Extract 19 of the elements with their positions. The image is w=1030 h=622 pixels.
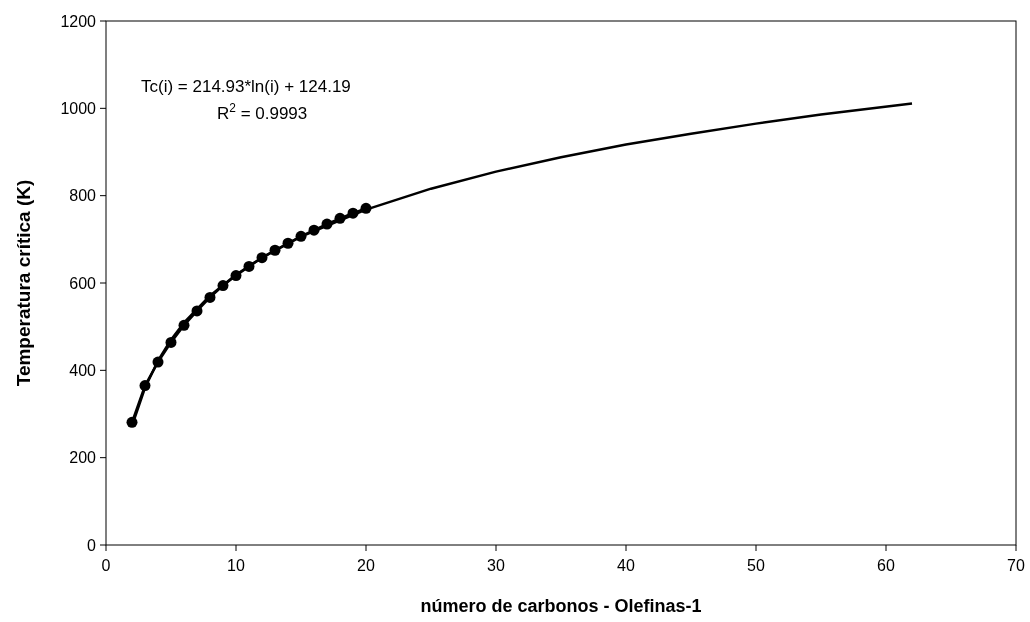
annotation: R$^{2}$ = 0.9993 <box>217 101 308 123</box>
y-tick-label: 400 <box>69 361 97 379</box>
x-tick-label: 40 <box>617 557 635 574</box>
x-tick-label: 10 <box>227 557 245 574</box>
x-tick-label: 20 <box>357 557 375 574</box>
y-axis-title: Temperatura crítica (K) <box>13 179 34 387</box>
x-tick-label: 30 <box>487 557 505 574</box>
x-tick-label: 70 <box>1007 557 1025 574</box>
x-axis-title: número de carbonos - Olefinas-1 <box>420 596 702 616</box>
x-tick-label: 0 <box>101 557 111 574</box>
annotation: Tc(i) = 214.93*ln(i) + 124.19 <box>141 77 351 96</box>
x-tick-label: 60 <box>877 557 895 574</box>
x-tick-label: 50 <box>747 557 765 574</box>
y-tick-label: 1200 <box>60 12 97 30</box>
y-tick-label: 200 <box>69 449 97 467</box>
y-tick-label: 1000 <box>60 99 97 117</box>
y-tick-label: 800 <box>69 187 97 205</box>
y-tick-label: 0 <box>87 536 97 554</box>
y-tick-label: 600 <box>69 274 97 292</box>
